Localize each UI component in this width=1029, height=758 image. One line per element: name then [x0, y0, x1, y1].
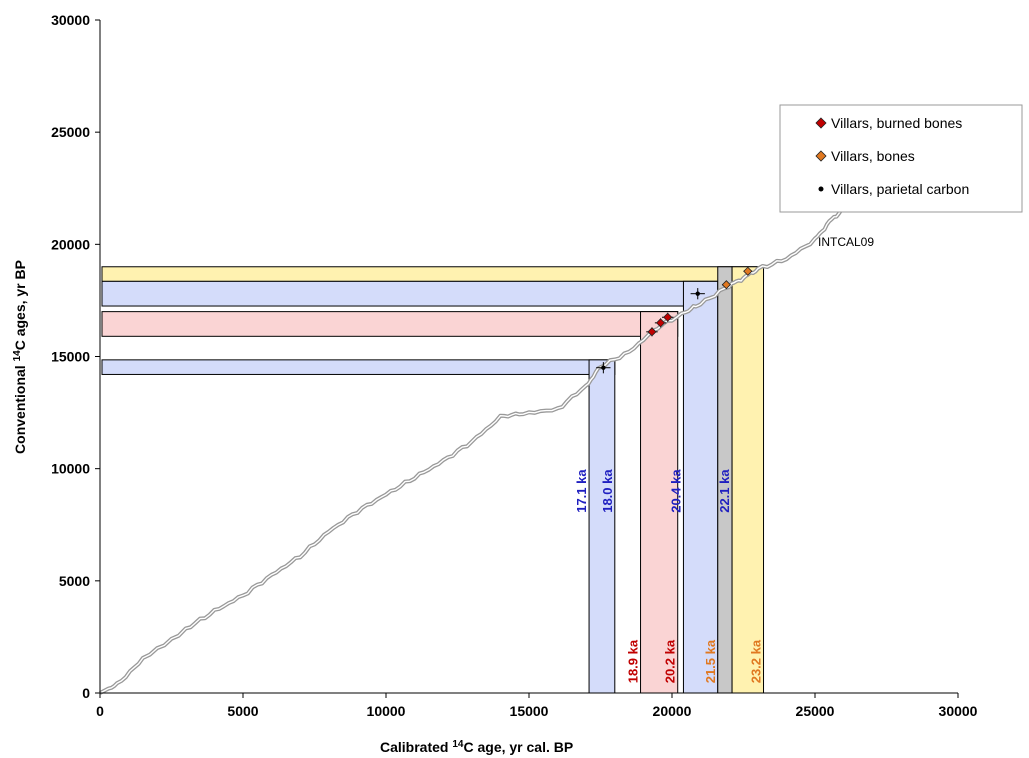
vertical-range-band	[588, 359, 616, 694]
y-tick-label: 25000	[51, 124, 90, 140]
diamond-marker-icon	[815, 117, 827, 129]
diamond-marker-icon	[815, 150, 827, 162]
dot-marker-icon	[818, 186, 824, 192]
range-label: 22.1 ka	[717, 469, 732, 513]
data-point-diamond	[721, 280, 731, 290]
legend-label: Villars, burned bones	[831, 115, 962, 131]
horizontal-range-band	[101, 311, 679, 337]
data-point-diamond	[647, 327, 657, 337]
range-label: 18.9 ka	[626, 639, 641, 683]
x-tick-label: 25000	[796, 703, 835, 719]
legend-entry-parietal-carbon: Villars, parietal carbon	[818, 181, 969, 197]
horizontal-range-band	[101, 359, 616, 375]
highlight-bands	[101, 266, 765, 694]
vertical-range-band	[731, 266, 765, 694]
x-tick-label: 5000	[227, 703, 258, 719]
legend-label: Villars, parietal carbon	[831, 181, 969, 197]
legend-label: Villars, bones	[831, 148, 915, 164]
x-tick-label: 10000	[367, 703, 406, 719]
range-label: 23.2 ka	[749, 639, 764, 683]
data-points	[596, 266, 753, 374]
legend-entry-burned-bones: Villars, burned bones	[815, 115, 962, 131]
y-tick-label: 20000	[51, 236, 90, 252]
x-tick-label: 0	[96, 703, 104, 719]
y-tick-label: 0	[82, 685, 90, 701]
range-labels: 17.1 ka 18.0 ka 20.4 ka 22.1 ka 18.9 ka 20.2 …	[574, 469, 763, 684]
data-point-diamond	[655, 318, 666, 328]
curve-label: INTCAL09	[818, 235, 874, 249]
x-tick-label: 20000	[653, 703, 692, 719]
y-tick-label: 5000	[59, 573, 90, 589]
y-axis-title: Conventional 14C ages, yr BP	[12, 260, 29, 454]
range-label: 18.0 ka	[600, 469, 615, 513]
vertical-range-band	[682, 280, 719, 694]
y-tick-label: 15000	[51, 349, 90, 365]
data-point-diamond	[663, 312, 673, 322]
range-label: 21.5 ka	[703, 639, 718, 683]
x-tick-label: 15000	[510, 703, 549, 719]
data-point-dot	[601, 365, 606, 370]
calibration-curve-inner	[99, 189, 873, 694]
range-label: 20.4 ka	[668, 469, 683, 513]
data-point-diamond	[743, 266, 753, 276]
range-label: 17.1 ka	[574, 469, 589, 513]
x-axis-ticks: 0 5000 10000 15000 20000 25000 30000	[96, 693, 978, 719]
y-axis-ticks: 0 5000 10000 15000 20000 25000 30000	[51, 12, 100, 701]
legend-entry-bones: Villars, bones	[815, 148, 915, 164]
calibration-curve-layer	[99, 188, 874, 695]
horizontal-range-band	[101, 266, 765, 282]
data-point-dot	[695, 291, 700, 296]
vertical-range-band	[640, 311, 679, 694]
x-tick-label: 30000	[939, 703, 978, 719]
y-tick-label: 30000	[51, 12, 90, 28]
horizontal-range-band	[101, 280, 733, 307]
range-label: 20.2 ka	[663, 639, 678, 683]
y-tick-label: 10000	[51, 461, 90, 477]
x-axis-title: Calibrated 14C age, yr cal. BP	[380, 739, 573, 756]
legend: Villars, burned bones Villars, bones Vil…	[779, 104, 1023, 213]
